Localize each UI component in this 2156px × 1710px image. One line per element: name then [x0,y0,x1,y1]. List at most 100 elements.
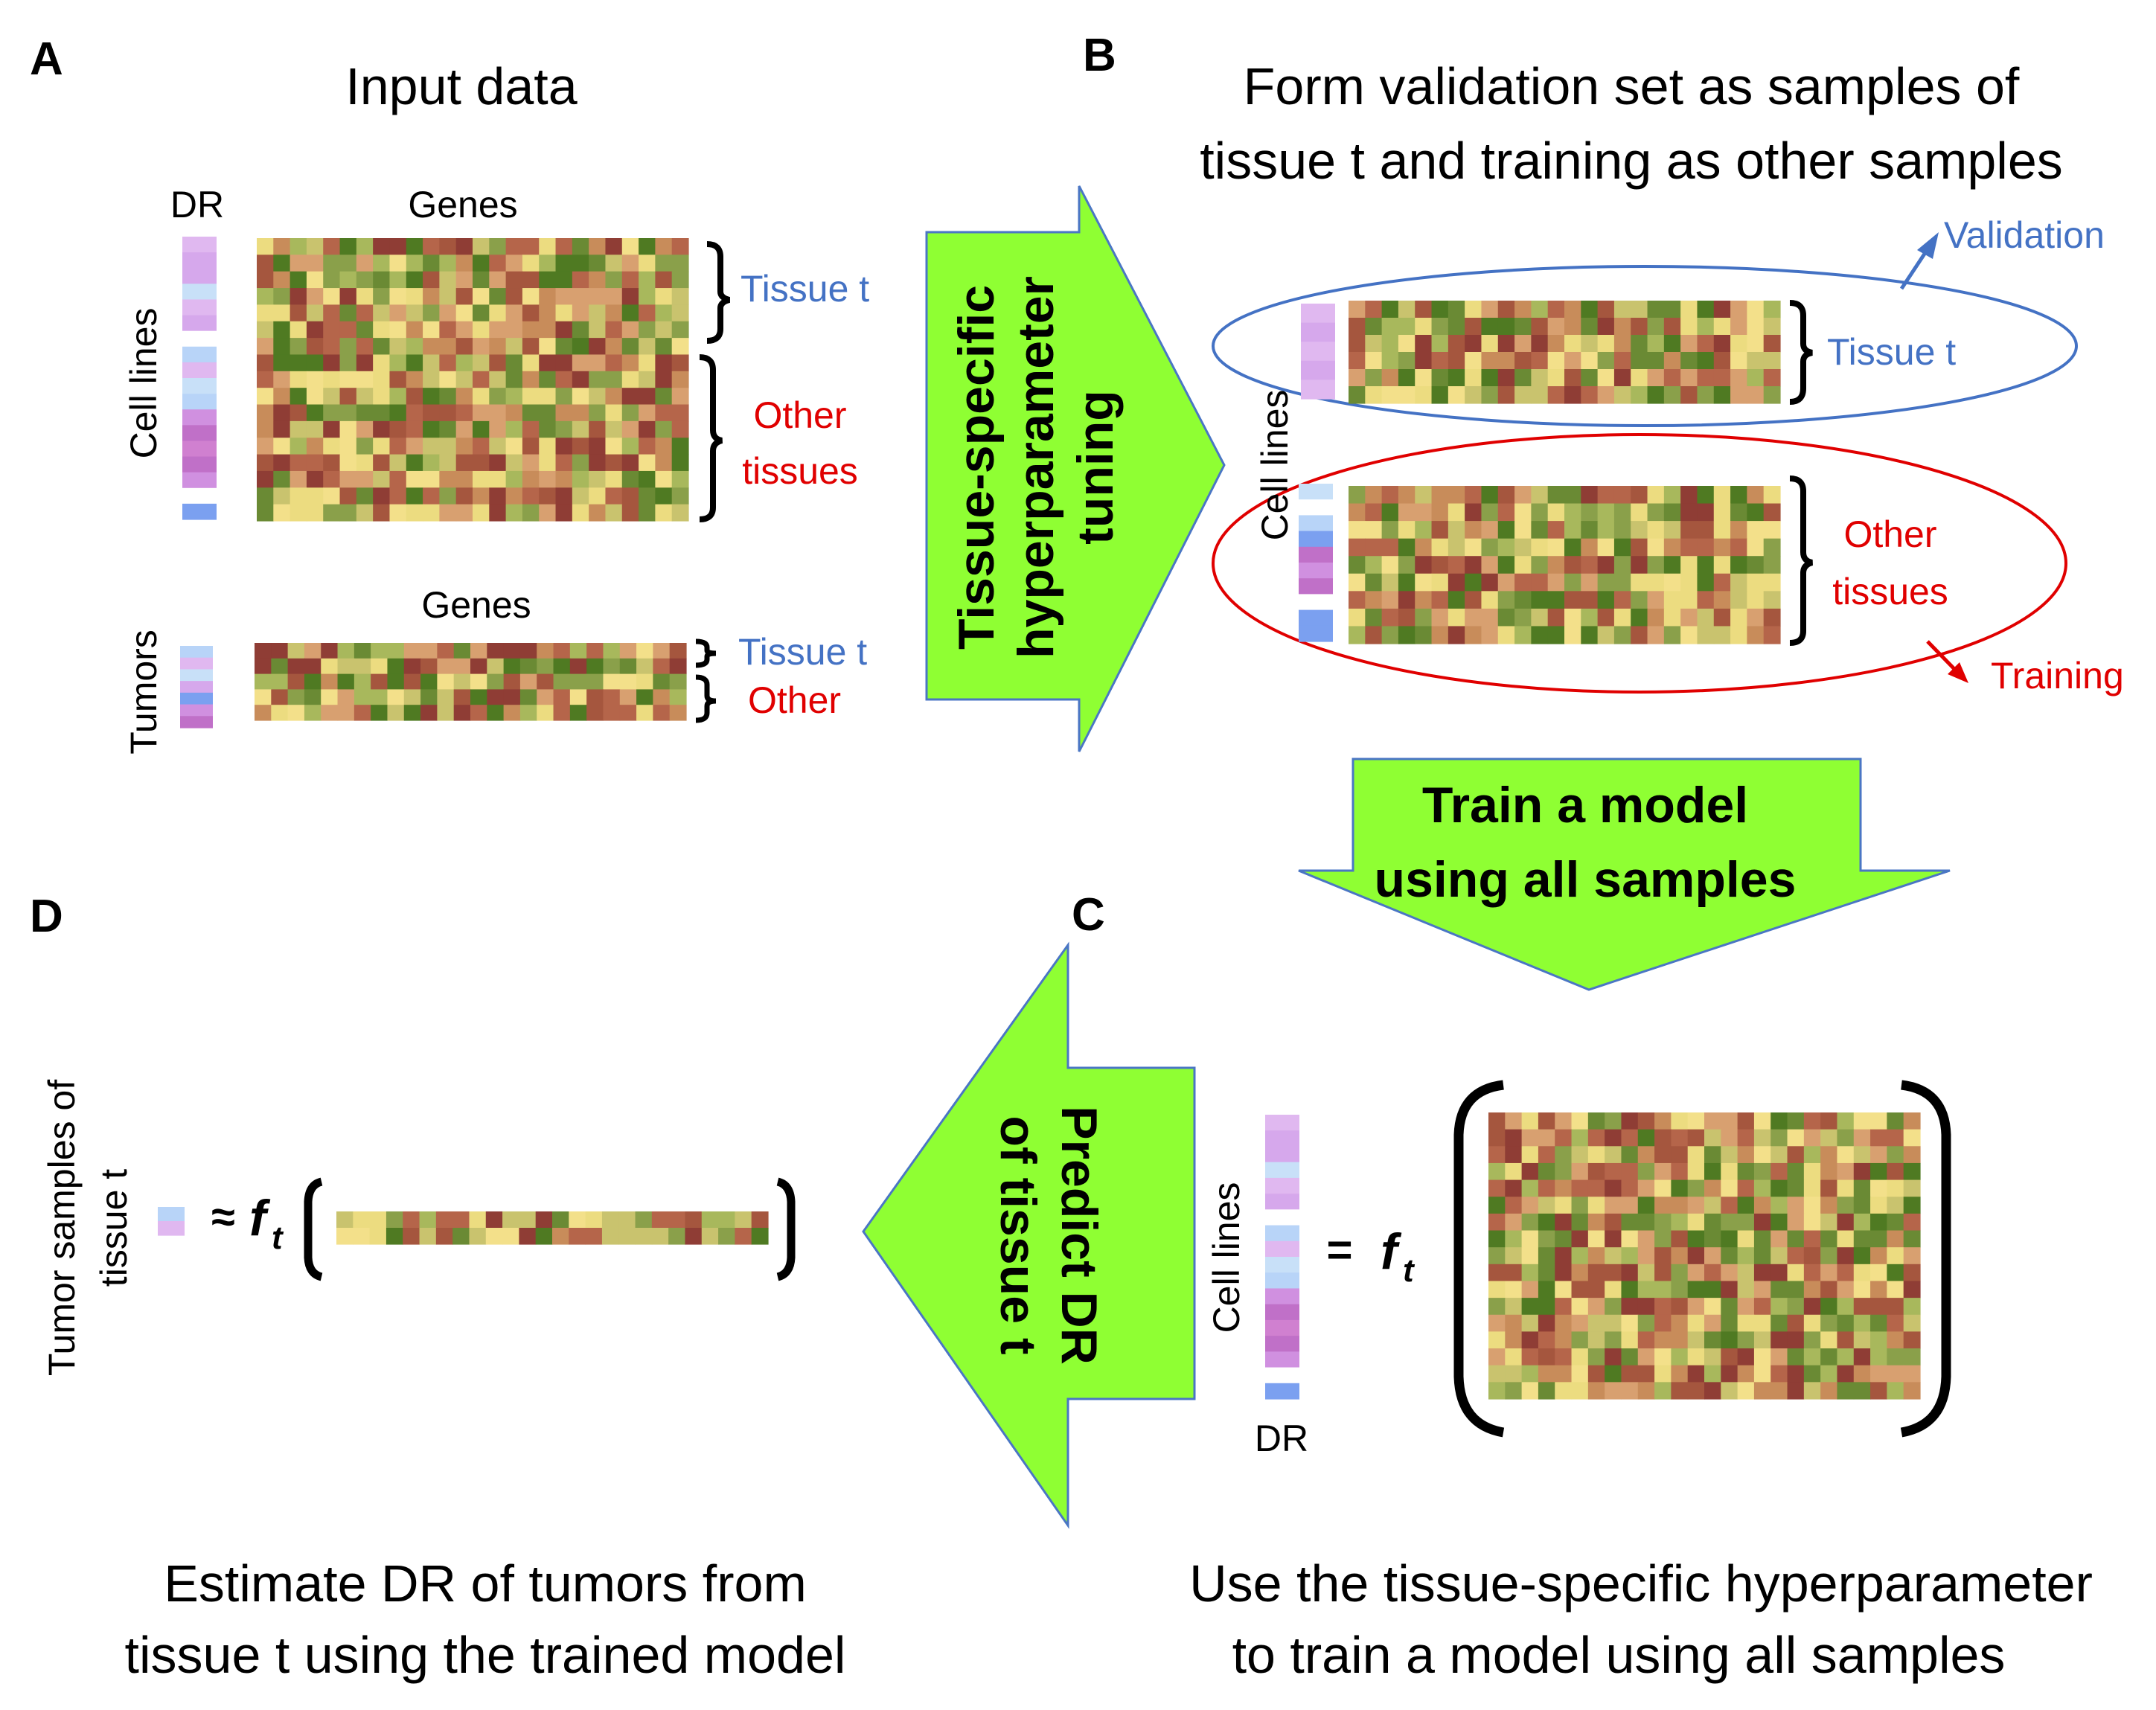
heatmap-cell [1820,1281,1838,1298]
heatmap-cell [1737,1162,1755,1181]
heatmap-cell [1704,1230,1721,1248]
heatmap-cell [1349,301,1366,318]
dr-cell [1299,531,1333,548]
heatmap-cell [290,487,307,505]
heatmap-cell [1349,369,1366,387]
heatmap-cell [539,304,557,322]
heatmap-cell [1631,369,1648,387]
heatmap-cell [1753,1230,1771,1248]
heatmap-cell [257,254,274,272]
heatmap-cell [373,321,391,339]
heatmap-cell [1737,1382,1755,1400]
heatmap-cell [403,643,421,659]
heatmap-cell [1803,1314,1821,1333]
heatmap-cell [1514,503,1532,522]
heatmap-cell [1505,1213,1523,1232]
heatmap-cell [669,643,687,659]
heatmap-cell [1853,1247,1871,1265]
heatmap-cell [621,470,639,488]
heatmap-cell [470,673,487,690]
heatmap-cell [639,470,656,488]
panel-d-right-paren [776,1177,796,1281]
heatmap-cell [1538,1314,1555,1333]
heatmap-cell [1713,538,1731,557]
heatmap-cell [287,643,305,659]
heatmap-cell [522,388,540,406]
heatmap-cell [371,658,388,675]
heatmap-cell [323,304,341,322]
heatmap-cell [569,673,587,690]
heatmap-cell [354,673,371,690]
heatmap-cell [1349,573,1366,592]
heatmap-cell [271,673,289,690]
heatmap-cell [455,454,473,472]
panel-a-title: Input data [345,57,577,115]
heatmap-cell [539,271,557,289]
heatmap-cell [1555,1298,1573,1316]
heatmap-cell [290,288,307,306]
heatmap-cell [1647,521,1665,539]
heatmap-cell [1787,1162,1805,1181]
heatmap-cell [1730,538,1747,557]
heatmap-cell [290,454,307,472]
heatmap-cell [455,321,473,339]
heatmap-cell [306,271,324,289]
heatmap-cell [306,388,324,406]
heatmap-cell [1597,538,1615,557]
heatmap-cell [304,689,322,705]
panel-b-validation-dr-column [1301,304,1335,400]
heatmap-cell [502,1211,519,1229]
heatmap-cell [1605,1382,1622,1400]
heatmap-cell [1571,1230,1589,1248]
heatmap-cell [639,254,656,272]
heatmap-cell [1621,1129,1639,1147]
heatmap-cell [1704,1179,1721,1197]
heatmap-cell [1497,352,1515,370]
heatmap-cell [552,1211,569,1229]
heatmap-cell [1448,386,1465,404]
heatmap-cell [1587,1314,1605,1333]
heatmap-cell [1488,1146,1506,1164]
heatmap-cell [437,643,455,659]
heatmap-cell [669,689,687,705]
heatmap-cell [1448,538,1465,557]
heatmap-cell [420,689,438,705]
panel-d-caption-line1: Estimate DR of tumors from [164,1554,807,1613]
panel-a-letter: A [30,33,63,85]
heatmap-cell [589,438,607,455]
heatmap-cell [1381,335,1399,353]
heatmap-cell [439,438,457,455]
heatmap-cell [1663,573,1681,592]
heatmap-cell [1521,1146,1539,1164]
heatmap-cell [671,271,689,289]
heatmap-cell [1647,591,1665,609]
heatmap-cell [1587,1382,1605,1400]
heatmap-cell [339,321,357,339]
heatmap-cell [1555,1230,1573,1248]
heatmap-cell [1398,503,1416,522]
heatmap-cell [1381,573,1399,592]
heatmap-cell [1663,626,1681,644]
heatmap-cell [1730,352,1747,370]
heatmap-cell [586,705,604,721]
heatmap-cell [489,371,507,388]
heatmap-cell [257,304,274,322]
heatmap-cell [1465,318,1482,336]
heatmap-cell [537,705,554,721]
heatmap-cell [1647,626,1665,644]
heatmap-cell [1787,1230,1805,1248]
heatmap-cell [1514,538,1532,557]
tuning-arrow-line3: tuning [1067,390,1124,545]
heatmap-cell [1637,1382,1655,1400]
heatmap-cell [406,420,423,438]
dr-cell [1265,1194,1299,1210]
heatmap-cell [1737,1281,1755,1298]
heatmap-cell [539,420,557,438]
heatmap-cell [1903,1348,1921,1366]
heatmap-cell [1853,1112,1871,1130]
heatmap-cell [439,288,457,306]
heatmap-cell [671,288,689,306]
heatmap-cell [1654,1264,1672,1282]
heatmap-cell [1654,1281,1672,1298]
heatmap-cell [339,454,357,472]
